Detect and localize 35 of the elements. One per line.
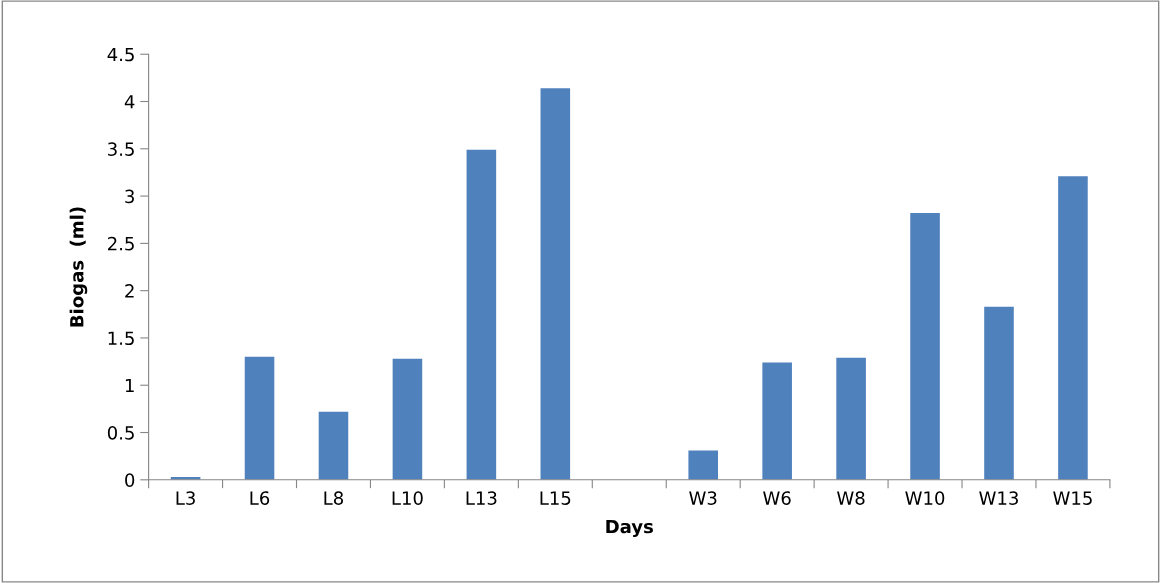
y-tick-label: 0.5 bbox=[107, 425, 134, 440]
x-tick-label: W8 bbox=[837, 491, 865, 505]
x-tick-label: L13 bbox=[466, 491, 497, 505]
bar bbox=[688, 450, 718, 480]
y-tick-label: 0 bbox=[125, 473, 135, 487]
x-tick-label: W3 bbox=[689, 491, 717, 505]
y-tick-label: 4.5 bbox=[107, 47, 134, 62]
x-tick-label: W6 bbox=[763, 491, 791, 505]
bar bbox=[540, 88, 571, 480]
bar bbox=[836, 357, 866, 480]
x-tick-label: L8 bbox=[324, 491, 344, 505]
bar bbox=[910, 213, 940, 480]
y-tick-label: 2.5 bbox=[108, 236, 134, 251]
y-tick-label: 3.5 bbox=[108, 142, 134, 156]
x-tick-label: W10 bbox=[905, 491, 945, 505]
x-tick-label: L3 bbox=[176, 491, 195, 505]
y-tick-label: 1.5 bbox=[108, 331, 134, 346]
x-axis-title: Days bbox=[606, 519, 653, 537]
x-tick-label: L10 bbox=[392, 491, 423, 505]
y-tick-label: 4 bbox=[124, 95, 135, 109]
bar bbox=[244, 356, 275, 480]
bar bbox=[466, 149, 497, 480]
bar bbox=[1058, 176, 1088, 480]
y-tick-label: 2 bbox=[125, 284, 134, 298]
x-tick-label: L6 bbox=[250, 491, 270, 505]
x-tick-label: W13 bbox=[979, 491, 1018, 505]
bar bbox=[318, 411, 349, 480]
bar bbox=[984, 306, 1014, 480]
bar bbox=[762, 362, 792, 480]
y-tick-label: 3 bbox=[125, 189, 134, 204]
x-tick-label: L15 bbox=[540, 491, 571, 505]
bar bbox=[392, 358, 423, 480]
x-tick-label: W15 bbox=[1053, 491, 1092, 505]
y-tick-label: 1 bbox=[125, 378, 134, 393]
y-axis-title: Biogas (ml) bbox=[69, 207, 88, 327]
